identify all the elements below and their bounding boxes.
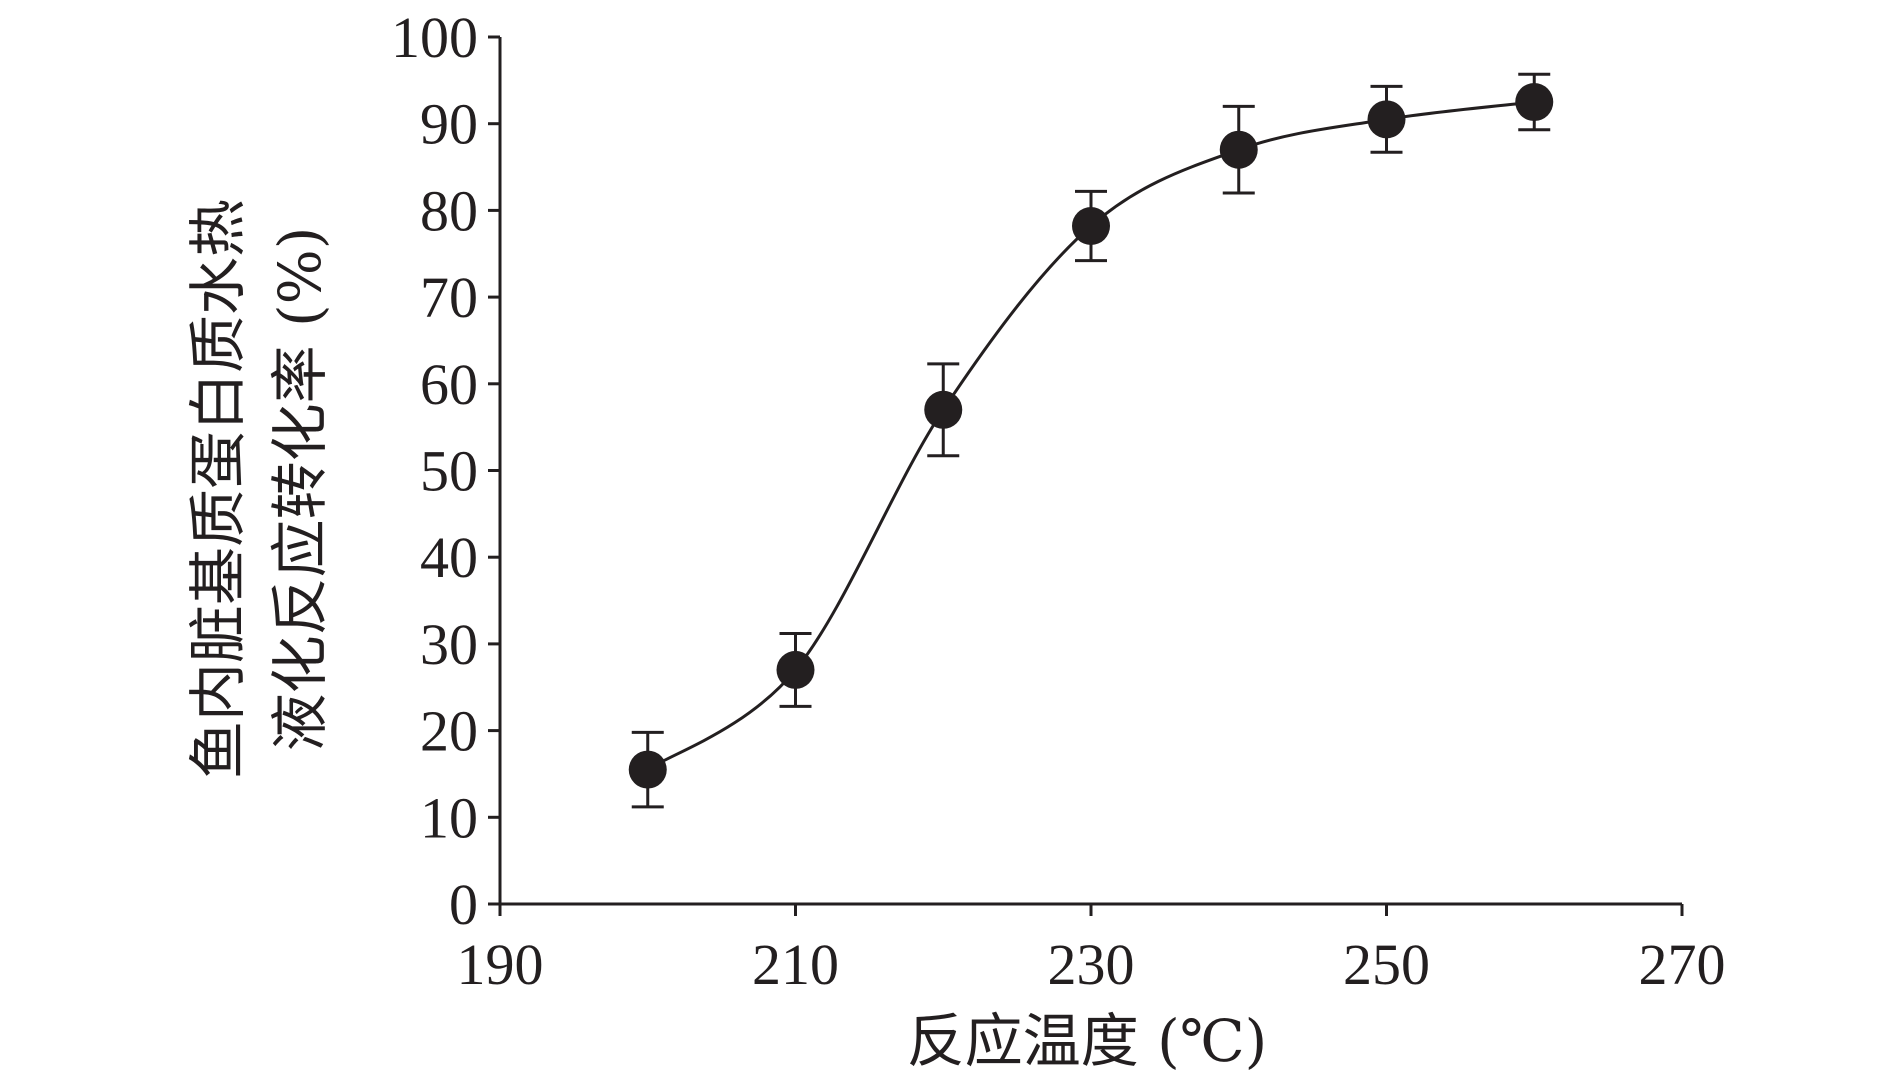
data-points	[628, 83, 1554, 789]
data-point	[1219, 130, 1258, 169]
y-ticks: 0 10 20 30 40 50 60 70 80 90 100	[391, 5, 500, 937]
data-point	[776, 650, 815, 689]
y-tick-label: 0	[449, 872, 478, 937]
y-tick-label: 90	[420, 92, 478, 157]
data-point	[1072, 207, 1110, 246]
x-tick-label: 190	[457, 932, 544, 997]
y-tick-label: 50	[420, 439, 478, 504]
y-tick-label: 20	[420, 699, 478, 764]
x-tick-label: 210	[752, 932, 839, 997]
x-tick-label: 250	[1343, 932, 1430, 997]
y-tick-label: 100	[391, 5, 478, 70]
y-tick-label: 60	[420, 352, 478, 417]
x-tick-label: 270	[1639, 932, 1726, 997]
y-tick-label: 10	[420, 785, 478, 850]
x-axis-title: 反应温度 (℃)	[907, 1007, 1268, 1075]
x-tick-label: 230	[1048, 932, 1135, 997]
y-axis-title: 鱼内脏基质蛋白质水热 液化反应转化率 (%)	[184, 199, 334, 779]
data-point	[628, 750, 667, 789]
data-point	[924, 390, 963, 429]
y-axis-title-line-2: 液化反应转化率 (%)	[266, 227, 334, 752]
data-point	[1515, 83, 1554, 122]
axes	[498, 37, 1682, 906]
x-ticks: 190 210 230 250 270	[457, 904, 1726, 997]
y-tick-label: 70	[420, 265, 478, 330]
y-tick-label: 30	[420, 612, 478, 677]
data-point	[1367, 100, 1406, 139]
y-axis-title-line-1: 鱼内脏基质蛋白质水热	[184, 199, 252, 779]
y-tick-label: 40	[420, 525, 478, 590]
y-tick-label: 80	[420, 178, 478, 243]
